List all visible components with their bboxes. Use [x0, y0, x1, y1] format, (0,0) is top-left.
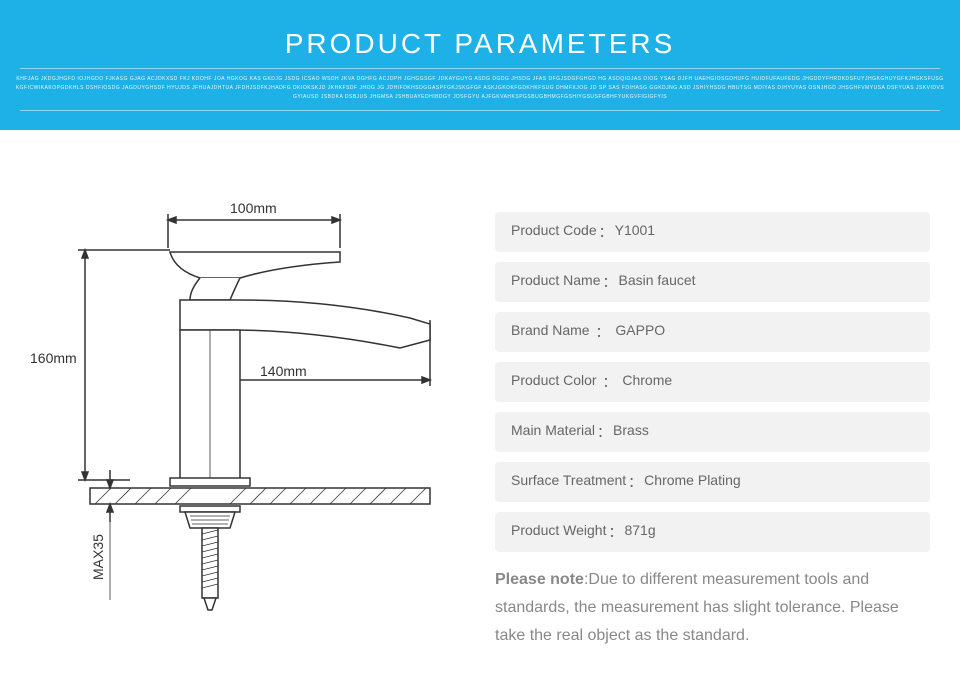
spec-sep: ： [590, 322, 616, 342]
spec-row: Product Color ： Chrome [495, 362, 930, 402]
spec-value: Chrome [622, 372, 672, 392]
faucet-diagram: 100mm 160mm 140mm MAX35 [30, 200, 450, 640]
spec-label: Brand Name [511, 322, 590, 342]
spec-value: Y1001 [615, 222, 655, 242]
spec-row: Surface Treatment：Chrome Plating [495, 462, 930, 502]
spec-label: Product Weight [511, 522, 606, 542]
page-title: PRODUCT PARAMETERS [0, 28, 960, 60]
dim-height: 160mm [30, 350, 77, 366]
spec-value: GAPPO [615, 322, 665, 342]
header-blurb: KHFJAG JKDGJHGFD IOJHGDO FJKASG GJAG ACJ… [0, 75, 960, 102]
header-rule-bottom [20, 110, 940, 111]
spec-value: Basin faucet [618, 272, 695, 292]
spec-label: Product Color [511, 372, 597, 392]
spec-label: Product Code [511, 222, 597, 242]
spec-value: Brass [613, 422, 649, 442]
dim-hole: MAX35 [90, 534, 106, 580]
spec-row: Product Code：Y1001 [495, 212, 930, 252]
spec-sep: ： [595, 422, 613, 442]
spec-label: Surface Treatment [511, 472, 626, 492]
spec-label: Product Name [511, 272, 600, 292]
spec-row: Product Name：Basin faucet [495, 262, 930, 302]
spec-sep: ： [597, 222, 615, 242]
header-banner: PRODUCT PARAMETERS KHFJAG JKDGJHGFD IOJH… [0, 0, 960, 130]
header-rule-top [20, 68, 940, 69]
diagram-column: 100mm 160mm 140mm MAX35 [30, 200, 465, 650]
note-bold: Please note [495, 571, 584, 588]
spec-value: Chrome Plating [644, 472, 741, 492]
spec-row: Brand Name ： GAPPO [495, 312, 930, 352]
spec-value: 871g [624, 522, 655, 542]
spec-label: Main Material [511, 422, 595, 442]
spec-row: Main Material：Brass [495, 412, 930, 452]
spec-row: Product Weight：871g [495, 512, 930, 552]
dim-top-width: 100mm [230, 200, 277, 216]
spec-sep: ： [626, 472, 644, 492]
spec-sep: ： [606, 522, 624, 542]
content-area: 100mm 160mm 140mm MAX35 [0, 130, 960, 650]
note-block: Please note:Due to different measurement… [495, 566, 930, 650]
dim-spout: 140mm [260, 363, 307, 379]
spec-sep: ： [600, 272, 618, 292]
spec-sep: ： [597, 372, 623, 392]
spec-column: Product Code：Y1001 Product Name：Basin fa… [495, 200, 930, 650]
